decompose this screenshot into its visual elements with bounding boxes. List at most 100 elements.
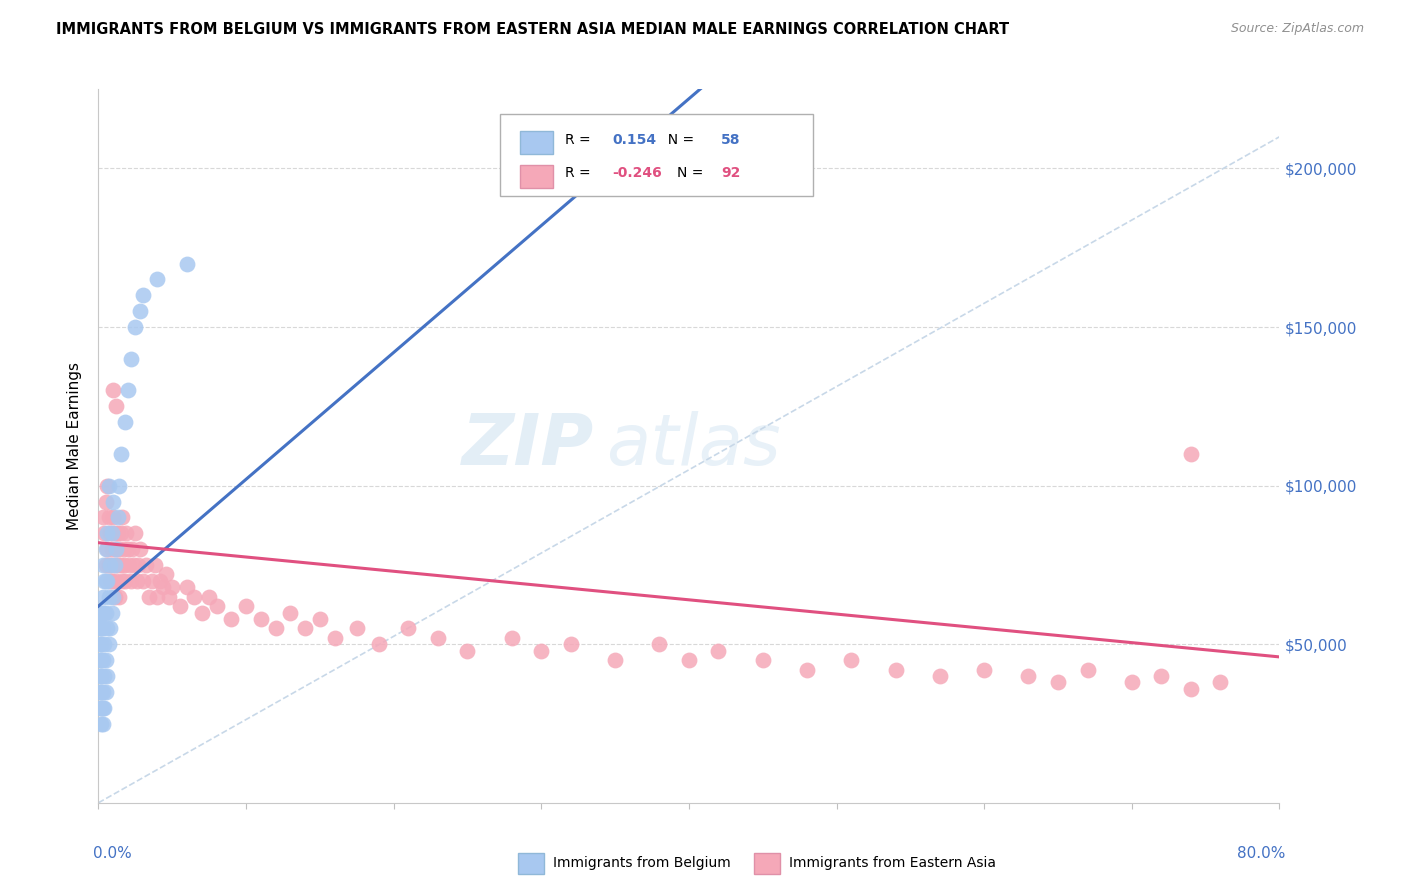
Point [89,700,111,714]
Point [125,574,148,588]
Point [841,653,863,667]
Point [155,567,177,582]
Point [93,574,115,588]
Point [1150,669,1173,683]
Point [530,643,553,657]
Point [89,685,111,699]
Point [884,663,907,677]
Point [122,558,145,572]
Point [91,700,114,714]
Point [91,558,114,572]
Point [97,637,120,651]
Point [110,558,132,572]
Point [1077,663,1099,677]
Text: ZIP: ZIP [463,411,595,481]
Point [346,621,368,635]
Point [105,400,128,414]
Point [124,526,146,541]
Point [221,612,243,626]
Point [93,526,115,541]
Point [100,542,122,557]
Point [89,621,111,635]
Point [1121,675,1143,690]
Point [678,653,700,667]
Point [560,637,582,651]
Point [176,257,198,271]
Point [108,590,131,604]
Point [368,637,391,651]
Text: -0.246: -0.246 [612,167,662,180]
Point [115,526,138,541]
Point [90,700,112,714]
Text: 58: 58 [721,133,741,147]
Point [280,606,302,620]
Point [183,590,205,604]
Point [93,700,115,714]
Point [132,288,155,302]
Point [108,542,131,557]
Point [96,478,118,492]
Point [427,631,450,645]
Point [89,637,111,651]
Point [97,590,120,604]
Point [191,606,214,620]
Point [121,542,143,557]
Point [264,621,287,635]
Point [89,606,111,620]
Point [1046,675,1070,690]
Point [103,558,125,572]
Point [103,510,125,524]
Point [96,542,118,557]
Point [98,574,121,588]
Text: 80.0%: 80.0% [1237,846,1285,861]
Point [973,663,995,677]
Point [96,621,118,635]
Point [93,669,115,683]
FancyBboxPatch shape [501,114,813,196]
Text: R =: R = [565,167,595,180]
Point [98,526,121,541]
Text: 92: 92 [721,167,740,180]
Point [120,351,142,366]
Point [98,558,121,572]
Point [149,574,172,588]
Text: 0.0%: 0.0% [93,846,131,861]
Point [90,716,112,731]
Point [90,685,112,699]
Point [100,574,122,588]
Point [105,542,128,557]
Point [96,669,118,683]
Point [176,580,198,594]
Point [91,685,114,699]
Point [111,574,134,588]
Point [132,574,155,588]
Point [929,669,952,683]
Text: N =: N = [678,167,707,180]
Point [93,606,115,620]
Point [1018,669,1040,683]
Point [143,558,166,572]
Point [1180,681,1202,696]
Point [107,510,129,524]
Point [114,574,136,588]
Point [501,631,523,645]
Point [117,384,139,398]
Text: IMMIGRANTS FROM BELGIUM VS IMMIGRANTS FROM EASTERN ASIA MEDIAN MALE EARNINGS COR: IMMIGRANTS FROM BELGIUM VS IMMIGRANTS FR… [56,22,1010,37]
Point [89,653,111,667]
Point [127,558,149,572]
Bar [520,165,553,187]
Point [100,606,122,620]
Point [100,526,122,541]
Point [309,612,332,626]
Point [169,599,191,614]
Y-axis label: Median Male Earnings: Median Male Earnings [67,362,83,530]
Point [135,558,157,572]
Point [141,574,163,588]
Point [138,590,160,604]
Point [250,612,273,626]
Point [120,574,142,588]
Text: 0.154: 0.154 [612,133,657,147]
Point [91,510,114,524]
Point [235,599,257,614]
Point [90,621,112,635]
